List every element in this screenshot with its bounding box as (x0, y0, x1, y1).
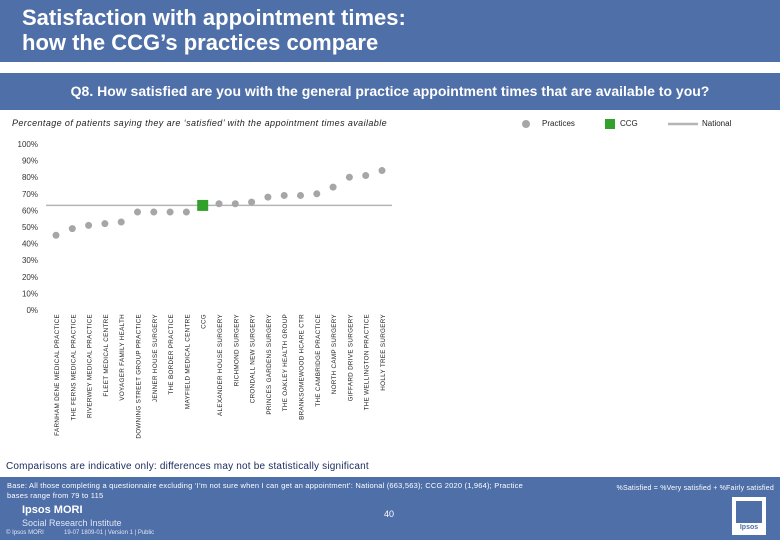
ccg-marker (197, 199, 209, 211)
practice-point (117, 218, 125, 226)
legend-national-marker (668, 122, 698, 126)
practice-point (280, 191, 288, 199)
category-label: PRINCES GARDENS SURGERY (266, 314, 273, 415)
category-label: FARNHAM DENE MEDICAL PRACTICE (54, 314, 61, 436)
practice-point (85, 221, 93, 229)
ipsos-mark-icon (736, 501, 762, 523)
legend-national-label: National (702, 119, 732, 128)
practice-point (297, 191, 304, 199)
category-label: RIVERWEY MEDICAL PRACTICE (87, 314, 94, 418)
category-label: GIFFARD DRIVE SURGERY (347, 314, 354, 402)
legend-practices-label: Practices (542, 119, 575, 128)
question-text: Q8. How satisfied are you with the gener… (70, 83, 710, 99)
practice-point (101, 220, 109, 228)
y-tick-label: 100% (18, 140, 38, 149)
legend-ccg-marker (605, 119, 615, 129)
practice-point (215, 200, 223, 208)
y-tick-label: 80% (22, 173, 38, 182)
category-label: THE WELLINGTON PRACTICE (364, 314, 371, 410)
category-label: VOYAGER FAMILY HEALTH (119, 314, 126, 401)
logo-subtitle: Social Research Institute (22, 518, 122, 528)
practice-point (68, 225, 76, 233)
y-tick-label: 50% (22, 223, 38, 232)
category-label: JENNER HOUSE SURGERY (152, 314, 159, 403)
category-label: FLEET MEDICAL CENTRE (103, 314, 110, 397)
page-title: Satisfaction with appointment times: how… (22, 5, 406, 55)
y-tick-label: 0% (26, 306, 38, 315)
category-label: CCG (201, 314, 208, 329)
practice-point (231, 200, 239, 208)
practice-point (52, 231, 60, 239)
footer-band: Base: All those completing a questionnai… (0, 477, 780, 540)
ipsos-mori-logo: Ipsos MORI (22, 504, 83, 516)
y-tick-label: 60% (22, 206, 38, 215)
chart-subtitle: Percentage of patients saying they are ‘… (12, 118, 387, 128)
y-tick-label: 10% (22, 289, 38, 298)
practice-point (378, 167, 386, 175)
category-label: NORTH CAMP SURGERY (331, 314, 338, 395)
base-text: Base: All those completing a questionnai… (7, 481, 523, 500)
category-label: HOLLY TREE SURGERY (380, 314, 387, 391)
ipsos-badge-label: Ipsos (739, 524, 759, 531)
question-band: Q8. How satisfied are you with the gener… (0, 73, 780, 110)
practice-point (134, 208, 141, 216)
satisfied-definition: %Satisfied = %Very satisfied + %Fairly s… (616, 485, 774, 492)
practice-point (345, 173, 353, 181)
category-label: DOWNING STREET GROUP PRACTICE (136, 314, 143, 439)
category-label: ALEXANDER HOUSE SURGERY (217, 314, 224, 416)
header-band: Satisfaction with appointment times: how… (0, 0, 780, 62)
practices-chart: 0% 10% 20% 30% 40% 50% 60% 70% 80% 90% 100% FARNHAM… (18, 140, 392, 439)
y-tick-label: 70% (22, 190, 38, 199)
practice-point (329, 183, 337, 191)
category-label: BRANKSOMEWOOD HCARE CTR (299, 314, 306, 420)
practice-point (166, 208, 174, 216)
legend-practices-marker (522, 120, 530, 128)
practice-point (150, 208, 158, 216)
category-label: THE CAMBRIDGE PRACTICE (315, 314, 322, 407)
practice-point (313, 190, 321, 198)
page-number: 40 (384, 509, 395, 519)
project-reference: 19-07 1809-01 | Version 1 | Public (64, 530, 155, 536)
practice-point (182, 208, 190, 216)
comparison-note: Comparisons are indicative only: differe… (6, 461, 369, 472)
practice-point (362, 172, 370, 180)
practice-point (248, 198, 256, 206)
category-label: THE OAKLEY HEALTH GROUP (282, 314, 289, 411)
legend-ccg-label: CCG (620, 119, 638, 128)
y-tick-label: 30% (22, 256, 38, 265)
category-label: RICHMOND SURGERY (233, 314, 240, 387)
practice-point (264, 193, 272, 201)
category-label: THE BORDER PRACTICE (168, 314, 175, 395)
category-label: MAYFIELD MEDICAL CENTRE (184, 314, 191, 409)
y-tick-label: 40% (22, 240, 38, 249)
y-tick-label: 90% (22, 157, 38, 166)
ipsos-badge-icon: Ipsos (732, 497, 766, 535)
copyright-text: © Ipsos MORI (6, 530, 44, 536)
category-label: CRONDALL NEW SURGERY (250, 314, 257, 404)
y-tick-label: 20% (22, 273, 38, 282)
category-label: THE FERNS MEDICAL PRACTICE (70, 314, 77, 421)
